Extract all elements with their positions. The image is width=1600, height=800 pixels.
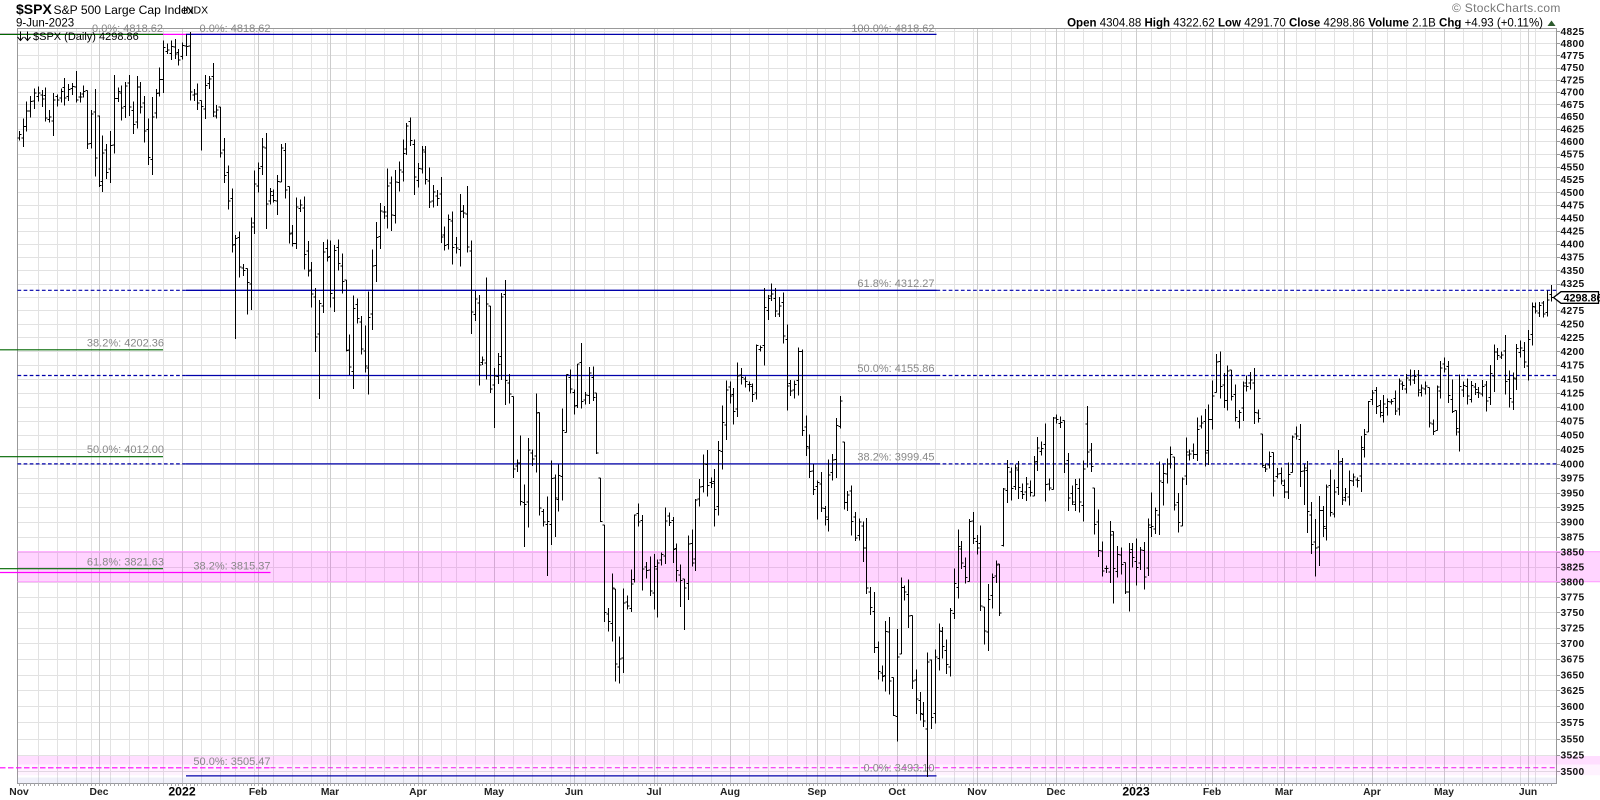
svg-text:4775: 4775 (1561, 51, 1585, 62)
svg-text:Nov: Nov (967, 787, 987, 798)
svg-text:Jun: Jun (565, 787, 583, 798)
svg-text:May: May (484, 787, 504, 798)
svg-text:38.2%: 3999.45: 38.2%: 3999.45 (857, 451, 934, 463)
svg-text:$SPX (Daily) 4298.86: $SPX (Daily) 4298.86 (33, 31, 139, 43)
svg-text:3900: 3900 (1561, 518, 1585, 529)
svg-text:Nov: Nov (9, 787, 29, 798)
svg-text:INDX: INDX (183, 5, 208, 17)
svg-text:3850: 3850 (1561, 547, 1585, 558)
svg-text:Dec: Dec (1047, 787, 1066, 798)
svg-text:Jun: Jun (1519, 787, 1537, 798)
svg-text:50.0%: 4012.00: 50.0%: 4012.00 (87, 444, 164, 456)
svg-text:3525: 3525 (1561, 751, 1585, 762)
svg-text:4750: 4750 (1561, 63, 1585, 74)
svg-text:2022: 2022 (168, 785, 196, 799)
svg-text:4200: 4200 (1561, 347, 1585, 358)
svg-text:4375: 4375 (1561, 253, 1585, 264)
svg-text:3825: 3825 (1561, 562, 1585, 573)
svg-text:4800: 4800 (1561, 39, 1585, 50)
svg-text:4550: 4550 (1561, 162, 1585, 173)
svg-text:4700: 4700 (1561, 88, 1585, 99)
svg-text:3750: 3750 (1561, 608, 1585, 619)
svg-text:Mar: Mar (1275, 787, 1293, 798)
svg-text:4350: 4350 (1561, 266, 1585, 277)
svg-text:4225: 4225 (1561, 333, 1585, 344)
svg-text:3575: 3575 (1561, 718, 1585, 729)
svg-text:Feb: Feb (1203, 787, 1221, 798)
svg-text:4500: 4500 (1561, 188, 1585, 199)
svg-text:3600: 3600 (1561, 702, 1585, 713)
svg-text:38.2%: 4202.36: 38.2%: 4202.36 (87, 337, 164, 349)
svg-text:$SPX: $SPX (16, 1, 52, 17)
svg-text:4325: 4325 (1561, 279, 1585, 290)
svg-text:Open 4304.88 High 4322.62 Low: Open 4304.88 High 4322.62 Low 4291.70 Cl… (1067, 18, 1543, 30)
svg-text:0.0%: 3493.10: 0.0%: 3493.10 (864, 762, 935, 774)
svg-text:50.0%: 3505.47: 50.0%: 3505.47 (193, 756, 270, 768)
svg-text:4275: 4275 (1561, 306, 1585, 317)
svg-text:2023: 2023 (1122, 785, 1150, 799)
svg-text:4050: 4050 (1561, 431, 1585, 442)
svg-text:4600: 4600 (1561, 137, 1585, 148)
svg-text:4298.86: 4298.86 (1564, 293, 1600, 305)
svg-text:3875: 3875 (1561, 533, 1585, 544)
svg-text:4400: 4400 (1561, 240, 1585, 251)
svg-text:4825: 4825 (1561, 27, 1585, 38)
svg-text:Dec: Dec (90, 787, 109, 798)
svg-text:4025: 4025 (1561, 445, 1585, 456)
svg-text:4625: 4625 (1561, 125, 1585, 136)
svg-text:50.0%: 4155.86: 50.0%: 4155.86 (857, 363, 934, 375)
svg-text:4675: 4675 (1561, 100, 1585, 111)
svg-text:3675: 3675 (1561, 655, 1585, 666)
svg-text:4425: 4425 (1561, 227, 1585, 238)
svg-text:3700: 3700 (1561, 639, 1585, 650)
svg-text:May: May (1434, 787, 1454, 798)
svg-text:Apr: Apr (1363, 787, 1381, 798)
svg-text:4650: 4650 (1561, 112, 1585, 123)
svg-text:3800: 3800 (1561, 578, 1585, 589)
svg-text:61.8%: 3821.63: 61.8%: 3821.63 (87, 557, 164, 569)
svg-text:4450: 4450 (1561, 214, 1585, 225)
svg-text:4100: 4100 (1561, 402, 1585, 413)
svg-text:9-Jun-2023: 9-Jun-2023 (16, 18, 74, 30)
svg-text:4150: 4150 (1561, 374, 1585, 385)
svg-text:3550: 3550 (1561, 734, 1585, 745)
svg-text:61.8%: 4312.27: 61.8%: 4312.27 (857, 278, 934, 290)
svg-text:4725: 4725 (1561, 75, 1585, 86)
svg-text:100.0%: 4818.62: 100.0%: 4818.62 (851, 23, 934, 35)
svg-text:4000: 4000 (1561, 459, 1585, 470)
svg-text:3975: 3975 (1561, 474, 1585, 485)
svg-text:4525: 4525 (1561, 175, 1585, 186)
svg-text:4475: 4475 (1561, 201, 1585, 212)
svg-text:3650: 3650 (1561, 670, 1585, 681)
svg-text:Mar: Mar (321, 787, 339, 798)
svg-text:Aug: Aug (720, 787, 740, 798)
svg-text:4250: 4250 (1561, 320, 1585, 331)
svg-text:3775: 3775 (1561, 593, 1585, 604)
svg-text:3925: 3925 (1561, 503, 1585, 514)
svg-text:0.0%: 4818.62: 0.0%: 4818.62 (92, 23, 163, 35)
svg-text:38.2%: 3815.37: 38.2%: 3815.37 (193, 561, 270, 573)
svg-text:4125: 4125 (1561, 388, 1585, 399)
svg-text:S&P 500 Large Cap Index: S&P 500 Large Cap Index (54, 3, 194, 17)
svg-text:0.0%: 4818.62: 0.0%: 4818.62 (200, 23, 271, 35)
svg-text:Oct: Oct (888, 787, 906, 798)
svg-text:© StockCharts.com: © StockCharts.com (1452, 1, 1561, 15)
svg-text:Feb: Feb (249, 787, 267, 798)
svg-text:Apr: Apr (409, 787, 427, 798)
svg-text:Jul: Jul (647, 787, 662, 798)
svg-text:Sep: Sep (808, 787, 827, 798)
svg-text:4075: 4075 (1561, 417, 1585, 428)
svg-text:4575: 4575 (1561, 150, 1585, 161)
svg-text:3725: 3725 (1561, 624, 1585, 635)
svg-text:3950: 3950 (1561, 488, 1585, 499)
svg-text:4175: 4175 (1561, 361, 1585, 372)
svg-text:3625: 3625 (1561, 686, 1585, 697)
svg-text:3500: 3500 (1561, 767, 1585, 778)
